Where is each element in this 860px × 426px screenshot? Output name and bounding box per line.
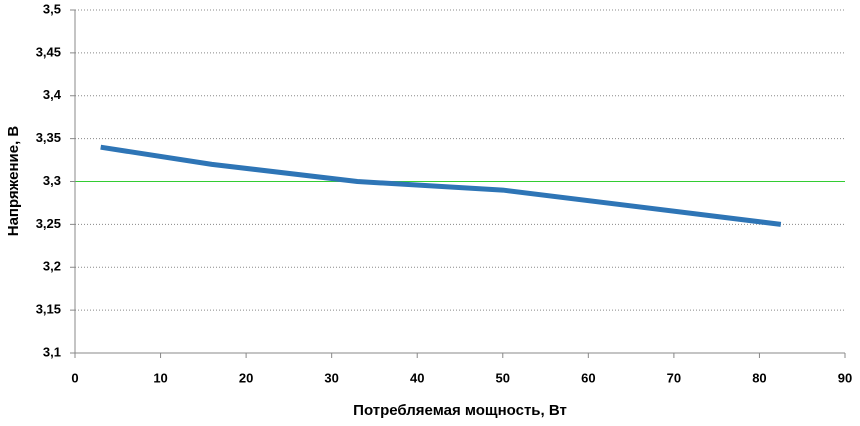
x-tick-label: 0 [71,370,78,385]
y-tick-label: 3,1 [43,344,61,359]
y-tick-label: 3,15 [36,302,61,317]
x-tick-label: 30 [324,370,338,385]
x-tick-label: 10 [153,370,167,385]
y-tick-label: 3,3 [43,173,61,188]
y-tick-label: 3,45 [36,44,61,59]
x-tick-label: 90 [838,370,852,385]
data-line [100,144,782,227]
x-axis-title: Потребляемая мощность, Вт [353,402,567,419]
x-tick-label: 20 [239,370,253,385]
x-tick-label: 50 [496,370,510,385]
x-tick-label: 80 [752,370,766,385]
x-tick-label: 40 [410,370,424,385]
y-tick-label: 3,5 [43,1,61,16]
y-tick-label: 3,4 [43,87,62,102]
y-tick-label: 3,35 [36,130,61,145]
y-axis-title: Напряжение, В [5,126,22,237]
y-tick-label: 3,25 [36,216,61,231]
y-tick-label: 3,2 [43,259,61,274]
x-tick-label: 60 [581,370,595,385]
x-tick-label: 70 [667,370,681,385]
